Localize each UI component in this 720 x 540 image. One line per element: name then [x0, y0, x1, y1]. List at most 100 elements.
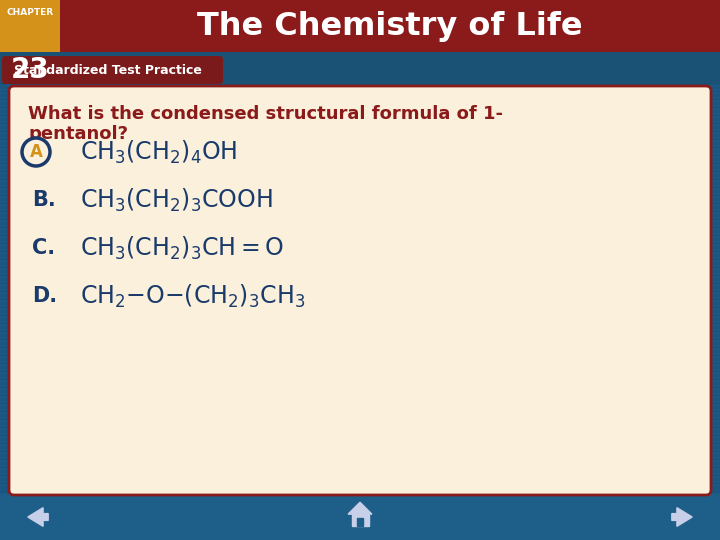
Polygon shape — [672, 508, 692, 526]
Bar — [0, 126, 720, 128]
FancyBboxPatch shape — [0, 0, 60, 52]
Bar — [0, 450, 720, 452]
Bar — [0, 438, 720, 440]
Circle shape — [22, 138, 50, 166]
Bar — [0, 170, 720, 172]
Bar — [0, 510, 720, 512]
Bar — [0, 310, 720, 312]
Bar — [0, 34, 720, 36]
Text: $\mathregular{CH_3(CH_2)_3COOH}$: $\mathregular{CH_3(CH_2)_3COOH}$ — [80, 186, 273, 214]
Bar — [0, 466, 720, 468]
Bar — [0, 70, 720, 72]
Bar — [0, 298, 720, 300]
Bar — [0, 434, 720, 436]
Bar — [0, 350, 720, 352]
Bar — [0, 402, 720, 404]
Bar — [0, 482, 720, 484]
FancyBboxPatch shape — [2, 56, 223, 84]
Bar — [0, 398, 720, 400]
Bar — [0, 134, 720, 136]
Bar — [0, 314, 720, 316]
Bar — [0, 326, 720, 328]
FancyBboxPatch shape — [0, 494, 720, 540]
Bar — [0, 394, 720, 396]
Bar — [0, 146, 720, 148]
Text: $\mathregular{CH_3(CH_2)_4OH}$: $\mathregular{CH_3(CH_2)_4OH}$ — [80, 138, 238, 166]
Bar — [0, 374, 720, 376]
Bar — [0, 478, 720, 480]
Bar — [0, 226, 720, 228]
Text: D.: D. — [32, 286, 57, 306]
Bar — [0, 274, 720, 276]
Bar — [0, 506, 720, 508]
Bar — [0, 74, 720, 76]
Bar — [0, 30, 720, 32]
Bar — [0, 138, 720, 140]
Bar — [0, 66, 720, 68]
Bar — [0, 454, 720, 456]
Bar — [0, 458, 720, 460]
Bar — [0, 250, 720, 252]
Bar — [0, 270, 720, 272]
Bar — [0, 242, 720, 244]
Bar — [0, 342, 720, 344]
Bar — [0, 234, 720, 236]
Bar — [0, 238, 720, 240]
Bar — [0, 334, 720, 336]
Bar — [0, 502, 720, 504]
FancyBboxPatch shape — [0, 0, 720, 52]
Bar — [0, 118, 720, 120]
Bar — [0, 258, 720, 260]
Polygon shape — [351, 514, 369, 526]
Text: Standardized Test Practice: Standardized Test Practice — [14, 64, 202, 77]
Bar — [0, 186, 720, 188]
Bar — [0, 22, 720, 24]
Bar — [0, 346, 720, 348]
Bar — [0, 306, 720, 308]
Text: $\mathregular{CH_2{-}O{-}(CH_2)_3CH_3}$: $\mathregular{CH_2{-}O{-}(CH_2)_3CH_3}$ — [80, 282, 305, 309]
Bar — [0, 286, 720, 288]
Bar — [0, 42, 720, 44]
Bar — [0, 278, 720, 280]
Bar — [0, 154, 720, 156]
Bar — [0, 102, 720, 104]
Text: The Chemistry of Life: The Chemistry of Life — [197, 10, 582, 42]
Bar — [0, 110, 720, 112]
Bar — [0, 174, 720, 176]
Bar — [0, 302, 720, 304]
Bar — [0, 282, 720, 284]
Bar — [0, 530, 720, 532]
Bar — [0, 378, 720, 380]
Bar — [0, 82, 720, 84]
Bar — [0, 406, 720, 408]
Bar — [0, 526, 720, 528]
Bar — [0, 442, 720, 444]
Text: C.: C. — [32, 238, 55, 258]
Bar — [0, 86, 720, 88]
Bar — [0, 178, 720, 180]
Bar — [0, 330, 720, 332]
Text: A: A — [30, 143, 42, 161]
FancyBboxPatch shape — [9, 86, 711, 495]
Bar — [0, 426, 720, 428]
Bar — [0, 54, 720, 56]
Text: 23: 23 — [11, 56, 50, 84]
Bar — [0, 538, 720, 540]
Bar — [0, 218, 720, 220]
Bar — [0, 498, 720, 500]
Bar — [0, 78, 720, 80]
Bar — [0, 358, 720, 360]
Bar — [0, 382, 720, 384]
Bar — [0, 62, 720, 64]
Bar — [0, 254, 720, 256]
Text: CHAPTER: CHAPTER — [6, 8, 53, 17]
Text: What is the condensed structural formula of 1-: What is the condensed structural formula… — [28, 105, 503, 123]
Bar — [0, 322, 720, 324]
Bar — [0, 418, 720, 420]
Polygon shape — [357, 518, 363, 526]
Bar — [0, 26, 720, 28]
Bar — [0, 58, 720, 60]
Bar — [0, 474, 720, 476]
Bar — [0, 222, 720, 224]
Bar — [0, 210, 720, 212]
